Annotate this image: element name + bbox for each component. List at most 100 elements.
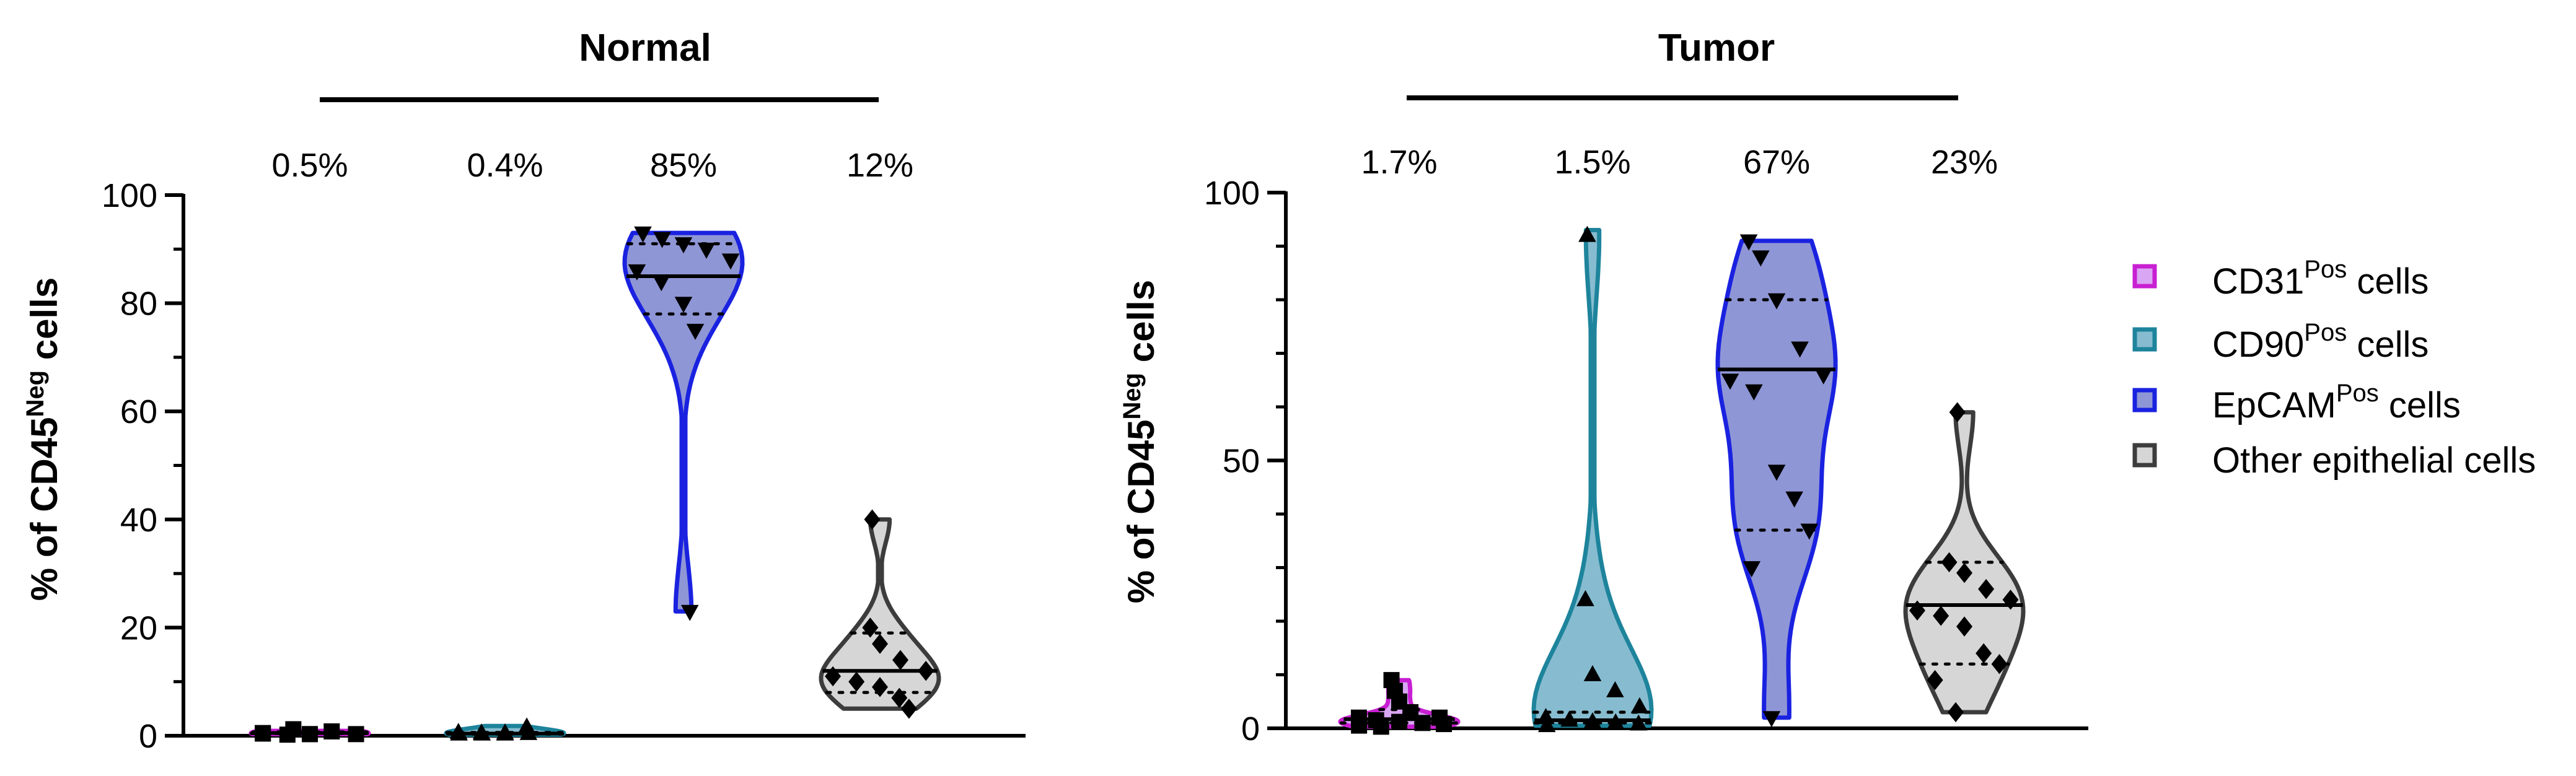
data-point [864,509,881,530]
violin-group-cd90 [1531,225,1654,733]
data-point [1537,708,1555,725]
data-point [634,226,652,243]
tumor-title: Tumor [1658,27,1775,69]
percent-label: 23% [1931,144,1998,181]
data-point [472,723,491,740]
data-point [323,723,340,740]
tumor-y-axis-label: % of CD45Neg cells [1119,280,1162,603]
y-tick-label: 60 [120,393,157,430]
data-point [892,650,909,671]
legend-item-cd31: CD31Pos cells [2132,256,2429,302]
y-tick-label: 40 [120,502,157,539]
percent-label: 67% [1743,144,1810,181]
y-tick-label: 100 [1204,175,1260,212]
normal-y-axis-label: % of CD45Neg cells [22,277,65,601]
data-point [1762,711,1781,728]
data-point [1991,653,2008,674]
data-point [348,726,364,743]
data-point [1721,373,1739,390]
legend-label: CD31Pos cells [2212,256,2429,302]
legend-suffix: cells [2347,261,2429,302]
violin-group-cd90 [444,717,566,741]
data-point [680,604,699,621]
data-point [1927,669,1943,691]
data-point [1752,250,1770,267]
data-point [1909,600,1925,621]
y-tick-label: 20 [120,609,157,647]
legend-name: Other epithelial cells [2212,440,2536,481]
data-point [1583,712,1602,729]
y-tick-label: 80 [120,286,157,323]
data-point [825,666,842,687]
legend-sup: Pos [2336,380,2379,407]
violin-group-other [1903,402,2026,723]
data-point [517,717,536,734]
violin-group-epcam [1715,234,1838,728]
data-point [1630,697,1649,713]
violin-group-cd31 [248,721,371,743]
data-point [652,275,670,292]
y-tick-label: 0 [1241,710,1260,748]
percent-label: 0.4% [467,147,543,184]
data-point [1436,716,1453,733]
percent-label: 12% [846,147,913,184]
data-point [1606,713,1625,730]
legend-sup: Pos [2304,319,2347,346]
legend-label: CD90Pos cells [2212,319,2429,365]
data-point [1948,702,1964,723]
data-point [1739,234,1758,251]
data-point [1537,716,1556,733]
legend-suffix: cells [2379,385,2461,425]
violin-cd90 [1531,228,1654,728]
data-point [302,726,318,743]
data-point [1391,713,1407,730]
data-point [279,726,296,743]
legend-suffix: cells [2347,325,2429,365]
percent-label: 1.5% [1554,144,1630,181]
y-tick-label: 100 [102,177,157,214]
data-point [1351,717,1368,734]
data-point [674,237,693,254]
data-point [1976,643,1992,664]
data-point [255,725,271,741]
data-point [1745,384,1763,401]
normal-panel: Normal % of CD45Neg cells 0 20 40 60 80 100 0.… [22,27,1026,755]
legend-item-other: Other epithelial cells [2132,440,2536,481]
data-point [1629,714,1648,731]
data-point [1956,562,1972,583]
data-point [1785,491,1803,508]
data-point [674,297,693,313]
legend-name: EpCAM [2212,385,2336,425]
legend-label: EpCAMPos cells [2212,380,2461,425]
data-point [1560,710,1578,727]
data-point [1956,616,1972,637]
data-point [697,242,716,259]
data-point [686,323,705,340]
data-point [1767,293,1786,310]
legend-swatch [2132,443,2157,468]
legend-item-cd90: CD90Pos cells [2132,319,2429,365]
legend-label: Other epithelial cells [2212,440,2536,481]
data-point [1978,578,1995,599]
data-point [449,723,468,739]
data-point [496,724,514,741]
y-tick-label: 0 [139,718,157,755]
normal-title: Normal [579,27,711,69]
data-point [1800,523,1819,540]
legend-item-epcam: EpCAMPos cells [2132,380,2461,425]
data-point [1414,715,1431,731]
legend-name: CD31 [2212,261,2304,302]
percent-label: 85% [650,147,717,184]
data-point [918,660,934,681]
data-point [1373,718,1389,735]
legend-swatch [2132,264,2157,289]
violin-epcam [622,230,745,614]
legend-swatch [2132,327,2157,352]
data-point [1933,606,1950,626]
data-point [1578,225,1596,242]
data-point [1576,590,1594,606]
percent-label: 1.7% [1361,144,1437,181]
data-point [721,253,740,270]
